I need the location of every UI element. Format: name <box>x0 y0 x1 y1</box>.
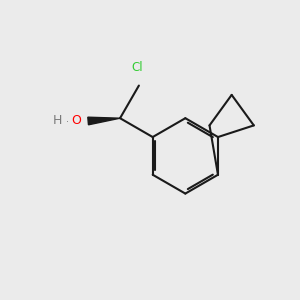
Polygon shape <box>88 117 120 125</box>
Text: H: H <box>53 114 62 127</box>
Text: Cl: Cl <box>132 61 143 74</box>
Text: ·: · <box>66 117 69 127</box>
Text: O: O <box>71 114 81 127</box>
